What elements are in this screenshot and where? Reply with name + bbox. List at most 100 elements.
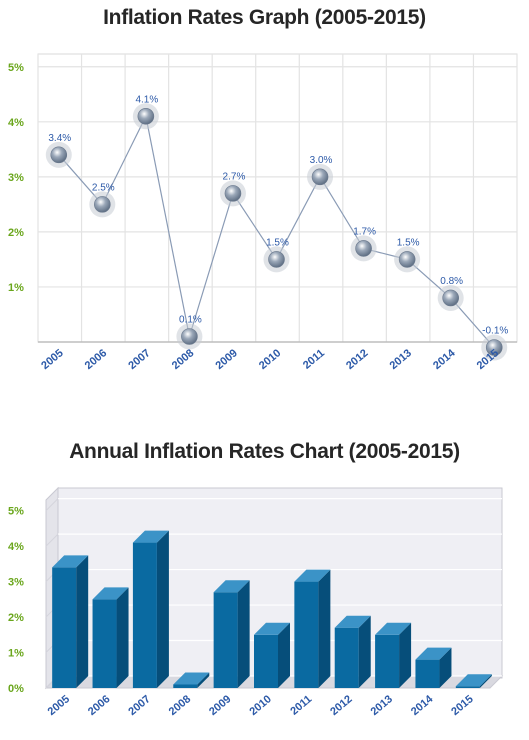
- y-tick-label: 4%: [8, 541, 24, 553]
- x-tick-label: 2006: [86, 693, 112, 718]
- y-tick-label: 1%: [8, 282, 24, 294]
- bar-top-face: [132, 530, 169, 543]
- data-point: [50, 146, 68, 164]
- data-point: [94, 196, 111, 213]
- bar-side-face: [358, 615, 371, 688]
- x-tick-label: 2013: [369, 693, 395, 718]
- x-tick-label: 2007: [126, 347, 152, 372]
- bar-side-face: [156, 530, 169, 688]
- x-tick-label: 2006: [83, 347, 109, 372]
- bar: [455, 674, 492, 688]
- bar-top-face: [294, 569, 331, 582]
- x-tick-label: 2009: [207, 693, 233, 718]
- y-tick-label: 1%: [8, 648, 24, 660]
- data-label: 0.1%: [179, 314, 202, 325]
- y-tick-label: 5%: [8, 62, 24, 74]
- data-label: 3.0%: [310, 155, 333, 166]
- bar-top-face: [52, 555, 89, 568]
- x-tick-label: 2012: [344, 347, 370, 372]
- x-tick-label: 2005: [39, 347, 65, 372]
- y-tick-label: 0%: [8, 683, 24, 695]
- x-tick-label: 2008: [167, 693, 193, 718]
- bar-top-face: [334, 615, 371, 628]
- data-label: 2.5%: [92, 182, 115, 193]
- bar-front-face: [52, 567, 77, 688]
- data-point: [137, 107, 155, 125]
- x-tick-label: 2010: [257, 347, 283, 372]
- bar-front-face: [92, 599, 117, 688]
- bar: [294, 569, 331, 688]
- side-gridline: [45, 498, 59, 511]
- bar-top-face: [375, 622, 412, 635]
- data-label: 2.7%: [223, 171, 246, 182]
- bar-front-face: [213, 592, 238, 688]
- data-label: 3.4%: [48, 133, 71, 144]
- bar-top-face: [254, 622, 290, 635]
- data-label: -0.1%: [482, 326, 508, 337]
- line-plot-area: 1% 2% 3% 4% 5% 3.4% 2.5% 4.1% 0.1% 2.7% 1.5% 3.0% 1.…: [8, 53, 518, 372]
- bar: [254, 622, 290, 688]
- y-tick-label: 3%: [8, 172, 24, 184]
- bar-side-face: [116, 587, 129, 688]
- bar-side-face: [237, 580, 250, 688]
- plot-background: [37, 53, 518, 343]
- bar: [92, 587, 129, 688]
- bar-top-face: [455, 674, 492, 687]
- bar-front-face: [294, 581, 319, 688]
- bar-front-face: [132, 542, 157, 688]
- x-tick-label: 2008: [170, 347, 196, 372]
- data-point: [355, 240, 372, 257]
- x-tick-label: 2009: [213, 347, 239, 372]
- x-tick-label: 2014: [409, 693, 436, 718]
- y-tick-label: 4%: [8, 117, 24, 129]
- bar-top-face: [213, 580, 250, 593]
- bar-side-face: [278, 622, 290, 688]
- data-label: 0.8%: [440, 276, 463, 287]
- bar: [415, 647, 452, 688]
- bar: [213, 580, 250, 688]
- bar-side-face: [197, 672, 210, 688]
- data-point: [224, 185, 242, 202]
- bar-plot-area: 0% 1% 2% 3% 4% 5% 2005 2006 2007 2008 2009 2010 2011…: [8, 486, 504, 718]
- y-tick-label: 2%: [8, 227, 24, 239]
- inflation-bar-chart: 0% 1% 2% 3% 4% 5% 2005 2006 2007 2008 2009 2010 2011…: [8, 486, 504, 718]
- data-point: [181, 328, 198, 345]
- bar-front-face: [415, 659, 440, 688]
- bar-front-face: [455, 686, 480, 688]
- data-label: 4.1%: [135, 94, 158, 105]
- bar: [52, 555, 89, 688]
- bar-chart-title: Annual Inflation Rates Chart (2005-2015): [69, 440, 460, 463]
- y-tick-label: 5%: [8, 506, 24, 518]
- data-point: [268, 251, 285, 268]
- data-label: 1.5%: [397, 237, 420, 248]
- x-tick-label: 2014: [431, 347, 458, 372]
- bar-front-face: [334, 627, 359, 688]
- bar-front-face: [375, 634, 400, 688]
- x-tick-label: 2011: [301, 347, 327, 372]
- bar-front-face: [254, 634, 278, 688]
- side-gridline: [45, 533, 59, 547]
- y-tick-label: 2%: [8, 612, 24, 624]
- bar-side-face: [318, 569, 331, 688]
- bar: [375, 622, 412, 688]
- inflation-line-chart: 1% 2% 3% 4% 5% 3.4% 2.5% 4.1% 0.1% 2.7% 1.5% 3.0% 1.…: [8, 53, 518, 372]
- x-tick-label: 2015: [449, 693, 475, 718]
- bar-front-face: [173, 684, 198, 688]
- x-tick-label: 2010: [247, 693, 273, 718]
- line-chart-title: Inflation Rates Graph (2005-2015): [103, 6, 426, 29]
- bar-side-face: [439, 647, 452, 688]
- data-point: [311, 168, 329, 186]
- y-tick-label: 3%: [8, 577, 24, 589]
- bar-top-face: [173, 672, 210, 685]
- x-tick-label: 2011: [288, 693, 314, 718]
- x-tick-label: 2012: [328, 693, 354, 718]
- bar-side-face: [399, 622, 412, 688]
- bar: [173, 672, 210, 688]
- x-tick-label: 2005: [46, 693, 72, 718]
- bar-side-face: [76, 555, 89, 688]
- x-tick-label: 2013: [388, 347, 414, 372]
- bar-side-face: [479, 674, 492, 688]
- bar-top-face: [92, 587, 129, 600]
- data-point: [442, 289, 459, 307]
- data-label: 1.7%: [353, 226, 376, 237]
